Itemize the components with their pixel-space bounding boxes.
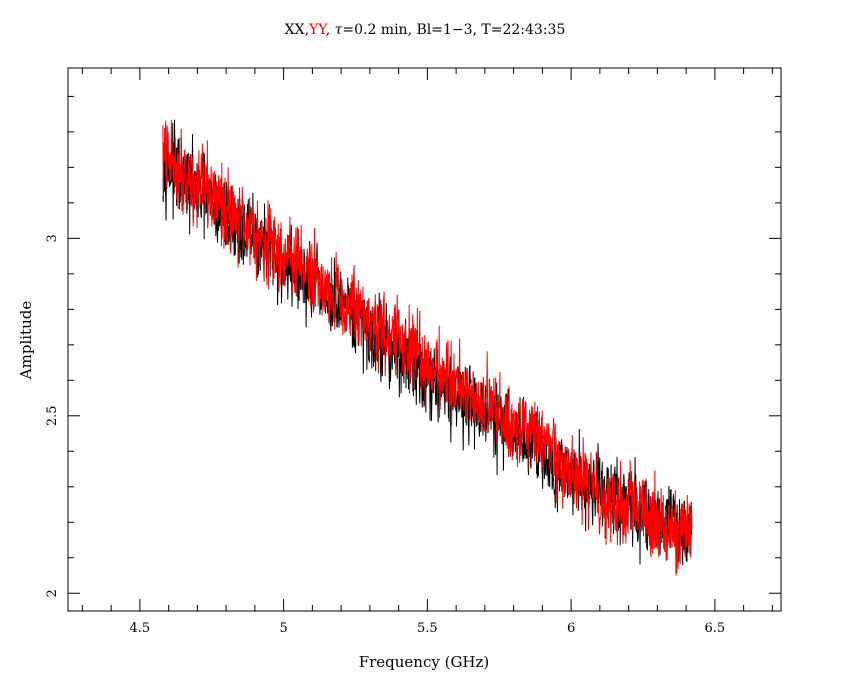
y-tick-label: 2.5 <box>45 405 60 426</box>
tick-labels-layer: 4.5 5 5.5 6 6.5 2 2.5 3 <box>45 234 725 636</box>
x-tick-label: 6.5 <box>705 621 726 636</box>
y-tick-label: 3 <box>45 234 60 242</box>
title-part: τ <box>335 22 343 38</box>
series-line-yy <box>162 119 693 576</box>
x-tick-label: 5.5 <box>417 621 438 636</box>
x-tick-label: 4.5 <box>130 621 151 636</box>
title-part: , <box>305 22 309 38</box>
x-tick-label: 5 <box>279 621 287 636</box>
series-layer <box>162 119 693 576</box>
chart-title: XX,YY, τ=0.2 min, Bl=1−3, T=22:43:35 <box>285 22 566 38</box>
title-part: XX <box>285 22 305 38</box>
y-axis-label: Amplitude <box>17 301 35 381</box>
title-part: , <box>326 22 335 38</box>
ticks-layer <box>68 68 781 611</box>
x-axis-label: Frequency (GHz) <box>359 653 490 671</box>
x-tick-label: 6 <box>567 621 575 636</box>
title-part: =0.2 min, Bl=1−3, T=22:43:35 <box>342 22 565 38</box>
plot-frame <box>67 67 782 612</box>
y-tick-label: 2 <box>45 589 60 597</box>
title-part: YY <box>308 22 328 38</box>
